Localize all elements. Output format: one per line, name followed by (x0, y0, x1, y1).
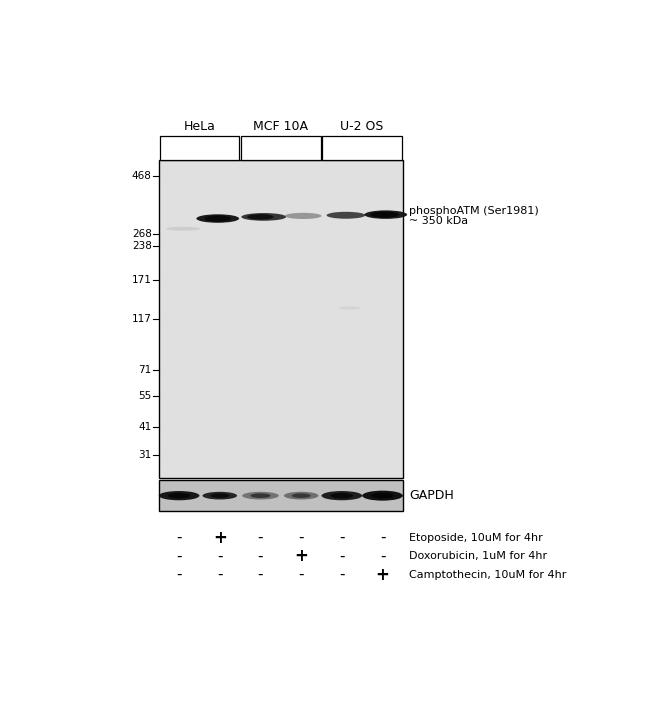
Text: Doxorubicin, 1uM for 4hr: Doxorubicin, 1uM for 4hr (409, 551, 547, 561)
Text: -: - (217, 549, 222, 564)
Text: 238: 238 (132, 240, 152, 251)
Text: Etoposide, 10uM for 4hr: Etoposide, 10uM for 4hr (409, 533, 543, 543)
Bar (159, 160, 403, 477)
Ellipse shape (242, 492, 279, 500)
Text: 468: 468 (132, 171, 152, 181)
Ellipse shape (322, 491, 362, 500)
Text: -: - (298, 567, 304, 582)
Ellipse shape (196, 215, 239, 222)
Text: phosphoATM (Ser1981): phosphoATM (Ser1981) (409, 207, 539, 216)
Text: ~ 350 kDa: ~ 350 kDa (409, 216, 468, 226)
Ellipse shape (250, 493, 270, 498)
Text: 55: 55 (138, 392, 152, 402)
Text: 171: 171 (132, 275, 152, 284)
Text: +: + (294, 547, 308, 565)
Text: +: + (213, 528, 227, 546)
Text: -: - (176, 530, 182, 545)
Ellipse shape (331, 493, 353, 498)
Text: HeLa: HeLa (183, 120, 215, 132)
Text: -: - (339, 567, 344, 582)
Ellipse shape (371, 492, 394, 499)
Ellipse shape (289, 214, 306, 218)
Text: -: - (217, 567, 222, 582)
Text: MCF 10A: MCF 10A (254, 120, 308, 132)
Bar (241, 137, 320, 160)
Ellipse shape (203, 492, 237, 500)
Ellipse shape (365, 210, 407, 219)
Ellipse shape (210, 493, 229, 498)
Text: 71: 71 (138, 365, 152, 375)
Ellipse shape (339, 307, 361, 310)
Text: +: + (376, 566, 389, 584)
Text: -: - (176, 549, 182, 564)
Text: -: - (380, 530, 385, 545)
Text: 268: 268 (132, 228, 152, 238)
Ellipse shape (285, 213, 322, 219)
Ellipse shape (241, 213, 286, 221)
Text: -: - (257, 567, 263, 582)
Text: GAPDH: GAPDH (409, 489, 454, 502)
Ellipse shape (302, 214, 317, 218)
Bar (159, 137, 239, 160)
Ellipse shape (362, 490, 403, 500)
Text: Camptothecin, 10uM for 4hr: Camptothecin, 10uM for 4hr (409, 570, 566, 580)
Text: -: - (257, 549, 263, 564)
Text: 31: 31 (138, 451, 152, 460)
Ellipse shape (205, 215, 231, 222)
Text: -: - (176, 567, 182, 582)
Text: -: - (380, 549, 385, 564)
Text: -: - (257, 530, 263, 545)
Text: 117: 117 (132, 314, 152, 324)
Text: 41: 41 (138, 422, 152, 432)
Ellipse shape (370, 212, 399, 217)
Ellipse shape (166, 227, 200, 230)
Ellipse shape (247, 214, 274, 220)
Text: -: - (339, 549, 344, 564)
Bar (159, 480, 403, 511)
Text: -: - (339, 530, 344, 545)
Ellipse shape (168, 493, 190, 498)
Text: U-2 OS: U-2 OS (341, 120, 384, 132)
Ellipse shape (326, 212, 365, 219)
Bar (322, 137, 402, 160)
Ellipse shape (292, 493, 311, 498)
Ellipse shape (284, 492, 318, 500)
Ellipse shape (159, 491, 200, 500)
Text: -: - (298, 530, 304, 545)
